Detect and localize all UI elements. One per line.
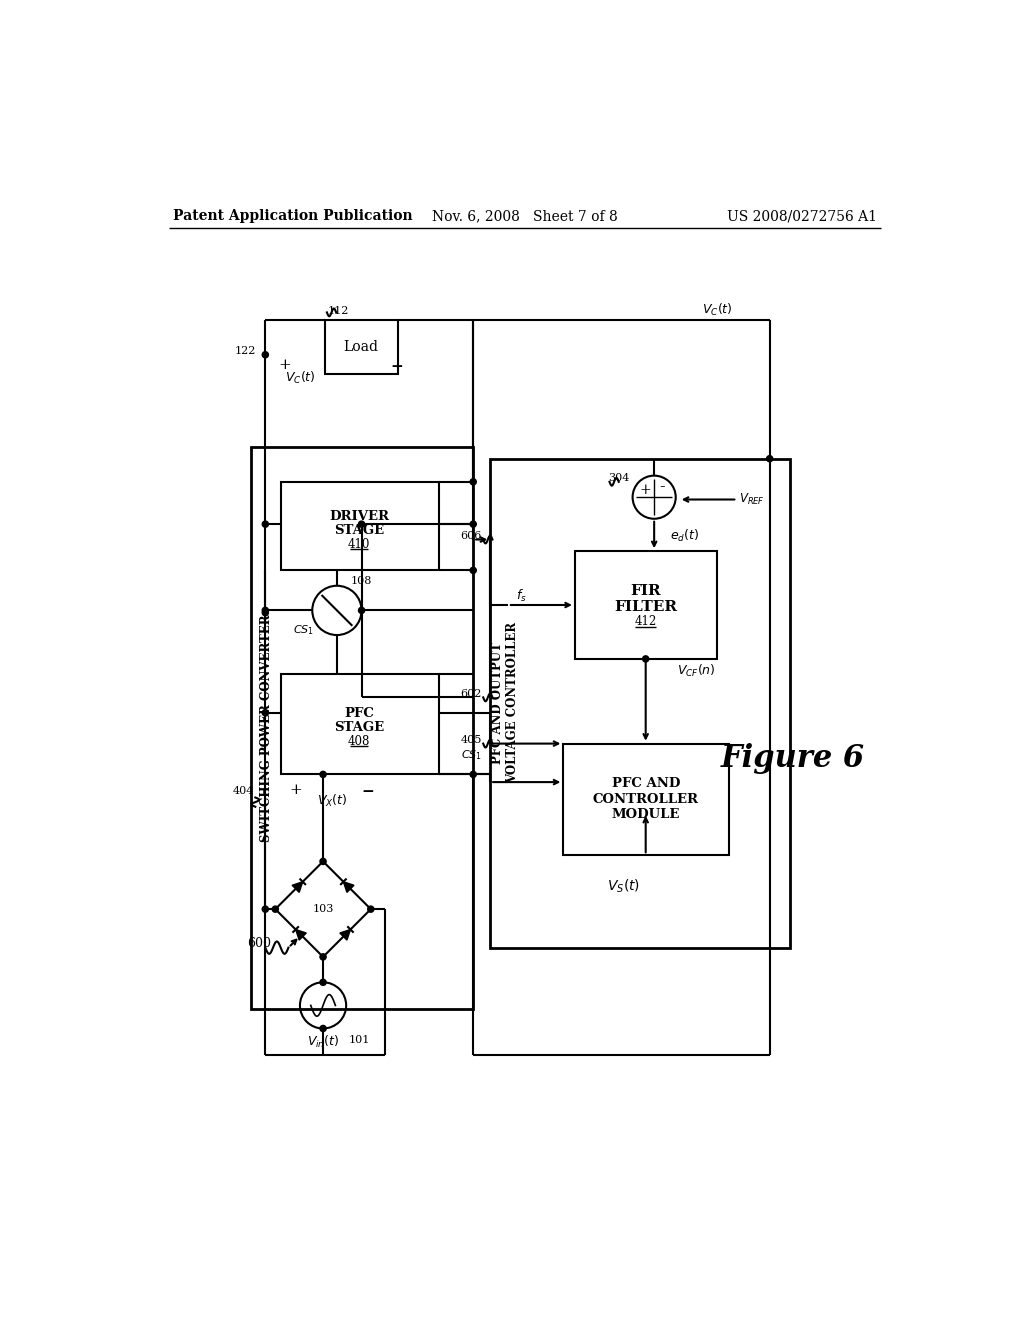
Text: PFC: PFC bbox=[344, 708, 374, 721]
Text: $V_C(t)$: $V_C(t)$ bbox=[702, 302, 732, 318]
Bar bbox=[252, 447, 473, 1010]
Circle shape bbox=[470, 568, 476, 573]
Text: 103: 103 bbox=[312, 904, 334, 915]
Text: $\mathbf{-}$: $\mathbf{-}$ bbox=[361, 783, 375, 797]
Circle shape bbox=[262, 351, 268, 358]
Text: +: + bbox=[279, 358, 291, 372]
Text: $V_{REF}$: $V_{REF}$ bbox=[739, 492, 765, 507]
Text: $CS_1$: $CS_1$ bbox=[461, 748, 481, 762]
Circle shape bbox=[470, 521, 476, 527]
Bar bbox=[281, 675, 438, 775]
Circle shape bbox=[262, 610, 268, 615]
Circle shape bbox=[262, 521, 268, 527]
Bar bbox=[281, 482, 438, 570]
Circle shape bbox=[319, 858, 326, 865]
Text: 412: 412 bbox=[635, 615, 656, 628]
Circle shape bbox=[643, 656, 649, 663]
Text: FIR: FIR bbox=[631, 585, 662, 598]
Text: SWITCHING POWER CONVERTER: SWITCHING POWER CONVERTER bbox=[259, 614, 272, 842]
Circle shape bbox=[358, 607, 365, 614]
Text: 408: 408 bbox=[348, 735, 371, 748]
Text: CONTROLLER: CONTROLLER bbox=[593, 792, 698, 805]
Circle shape bbox=[319, 954, 326, 960]
Text: Load: Load bbox=[343, 341, 378, 354]
Circle shape bbox=[470, 771, 476, 777]
Text: 112: 112 bbox=[328, 306, 349, 315]
Text: Patent Application Publication: Patent Application Publication bbox=[173, 209, 413, 223]
Text: $e_d(t)$: $e_d(t)$ bbox=[670, 528, 698, 544]
Circle shape bbox=[272, 906, 279, 912]
Text: $V_{CF}(n)$: $V_{CF}(n)$ bbox=[677, 663, 716, 678]
Circle shape bbox=[358, 521, 365, 527]
Text: +: + bbox=[639, 483, 650, 496]
Text: 600: 600 bbox=[247, 937, 271, 950]
Circle shape bbox=[368, 906, 374, 912]
Text: $f_s$: $f_s$ bbox=[516, 587, 527, 603]
Text: 405: 405 bbox=[461, 735, 481, 744]
Bar bbox=[563, 743, 729, 855]
Circle shape bbox=[767, 455, 773, 462]
Text: $V_{in}(t)$: $V_{in}(t)$ bbox=[307, 1035, 339, 1051]
Polygon shape bbox=[296, 929, 306, 940]
Text: $\mathbf{-}$: $\mathbf{-}$ bbox=[389, 358, 402, 372]
Polygon shape bbox=[340, 929, 350, 940]
Circle shape bbox=[470, 479, 476, 484]
Text: Figure 6: Figure 6 bbox=[721, 743, 865, 775]
Bar bbox=[490, 459, 791, 948]
Bar bbox=[325, 321, 397, 374]
Text: FILTER: FILTER bbox=[614, 599, 677, 614]
Polygon shape bbox=[343, 882, 354, 892]
Circle shape bbox=[319, 1026, 326, 1032]
Text: STAGE: STAGE bbox=[334, 524, 384, 537]
Circle shape bbox=[319, 979, 326, 985]
Text: 410: 410 bbox=[348, 537, 371, 550]
Circle shape bbox=[319, 771, 326, 777]
Text: 304: 304 bbox=[608, 473, 630, 483]
Text: 108: 108 bbox=[351, 576, 372, 586]
Polygon shape bbox=[292, 882, 303, 892]
Text: 606: 606 bbox=[461, 531, 481, 541]
Text: $CS_1$: $CS_1$ bbox=[293, 623, 313, 638]
Circle shape bbox=[262, 710, 268, 715]
Text: 404: 404 bbox=[232, 787, 254, 796]
Bar bbox=[574, 552, 717, 659]
Text: PFC AND: PFC AND bbox=[611, 777, 680, 791]
Text: 602: 602 bbox=[461, 689, 481, 698]
Text: $V_C(t)$: $V_C(t)$ bbox=[285, 370, 315, 385]
Text: MODULE: MODULE bbox=[611, 808, 680, 821]
Text: 101: 101 bbox=[348, 1035, 370, 1045]
Text: Nov. 6, 2008   Sheet 7 of 8: Nov. 6, 2008 Sheet 7 of 8 bbox=[432, 209, 617, 223]
Circle shape bbox=[262, 607, 268, 614]
Text: $V_X(t)$: $V_X(t)$ bbox=[317, 793, 347, 809]
Text: $V_S(t)$: $V_S(t)$ bbox=[607, 878, 640, 895]
Circle shape bbox=[262, 906, 268, 912]
Text: -: - bbox=[659, 478, 665, 495]
Text: 122: 122 bbox=[234, 346, 256, 356]
Text: US 2008/0272756 A1: US 2008/0272756 A1 bbox=[727, 209, 878, 223]
Text: +: + bbox=[290, 783, 302, 797]
Text: PFC AND OUTPUT
VOLTAGE CONTROLLER: PFC AND OUTPUT VOLTAGE CONTROLLER bbox=[490, 622, 519, 783]
Text: STAGE: STAGE bbox=[334, 721, 384, 734]
Text: DRIVER: DRIVER bbox=[330, 510, 389, 523]
